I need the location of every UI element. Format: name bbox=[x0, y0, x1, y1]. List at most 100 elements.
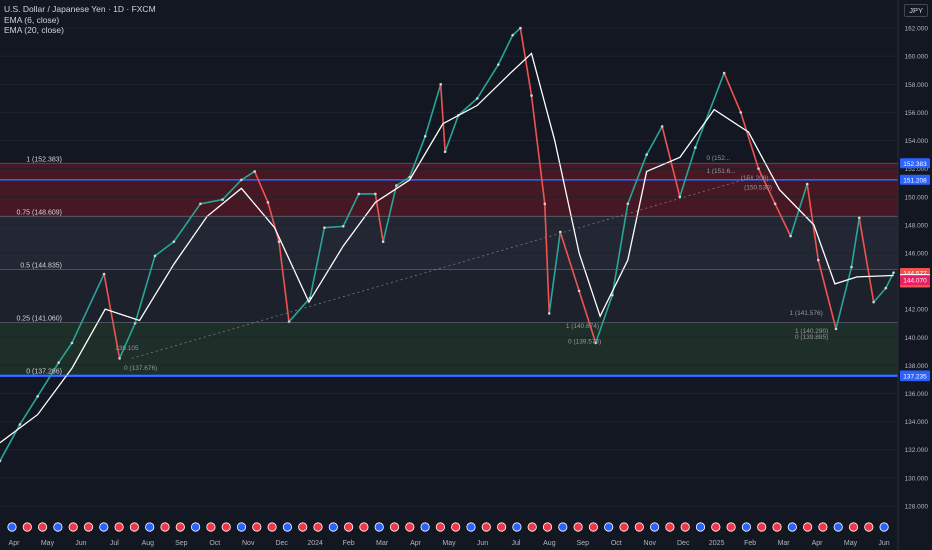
price-segment bbox=[342, 193, 360, 227]
event-icon[interactable] bbox=[558, 522, 568, 532]
event-icon[interactable] bbox=[573, 522, 583, 532]
event-icon[interactable] bbox=[236, 522, 247, 532]
event-icon[interactable] bbox=[695, 522, 706, 532]
event-icon[interactable] bbox=[359, 522, 369, 532]
event-icon[interactable] bbox=[7, 522, 17, 532]
event-icon[interactable] bbox=[496, 522, 507, 532]
x-tick-label: Nov bbox=[242, 540, 255, 547]
price-point bbox=[102, 272, 106, 276]
price-segment bbox=[723, 72, 742, 113]
annotation-label: (151.208) bbox=[741, 175, 769, 182]
event-icon[interactable] bbox=[160, 522, 170, 532]
price-badge-label: 137.235 bbox=[903, 374, 927, 381]
event-icon[interactable] bbox=[512, 522, 522, 532]
event-icon[interactable] bbox=[129, 522, 139, 532]
event-icon[interactable] bbox=[527, 522, 537, 532]
y-tick-label: 134.000 bbox=[905, 419, 929, 426]
y-tick-label: 128.000 bbox=[905, 503, 929, 510]
event-icon[interactable] bbox=[114, 522, 124, 532]
event-icon[interactable] bbox=[374, 522, 384, 532]
price-badge-bg bbox=[900, 158, 930, 169]
y-tick-label: 146.000 bbox=[905, 250, 929, 257]
event-icon[interactable] bbox=[619, 522, 629, 532]
x-tick-label: Aug bbox=[543, 540, 556, 547]
price-point bbox=[857, 216, 861, 220]
event-icon[interactable] bbox=[542, 522, 553, 532]
x-tick-label: Feb bbox=[744, 540, 756, 547]
chart-legend: U.S. Dollar / Japanese Yen · 1D · FXCM E… bbox=[4, 4, 156, 36]
event-icon[interactable] bbox=[145, 522, 155, 532]
currency-badge[interactable]: JPY bbox=[904, 4, 928, 17]
event-icon[interactable] bbox=[282, 522, 292, 532]
event-icon[interactable] bbox=[83, 522, 94, 532]
event-icon[interactable] bbox=[68, 522, 78, 532]
event-icon[interactable] bbox=[726, 522, 736, 532]
event-icon[interactable] bbox=[37, 522, 48, 532]
x-tick-label: Apr bbox=[9, 540, 21, 547]
event-icon[interactable] bbox=[787, 522, 797, 532]
x-tick-label: Jun bbox=[477, 540, 488, 547]
event-icon[interactable] bbox=[802, 522, 813, 532]
event-icon[interactable] bbox=[711, 522, 721, 532]
event-icon[interactable] bbox=[772, 522, 782, 532]
event-icon[interactable] bbox=[649, 522, 660, 532]
event-icon[interactable] bbox=[833, 522, 843, 532]
event-icon[interactable] bbox=[435, 522, 445, 532]
event-icon[interactable] bbox=[604, 522, 614, 532]
event-icon[interactable] bbox=[680, 522, 690, 532]
price-segment bbox=[858, 217, 875, 303]
event-icon[interactable] bbox=[588, 522, 599, 532]
event-icon[interactable] bbox=[175, 522, 185, 532]
annotation-label: 1 (141.576) bbox=[789, 310, 822, 317]
fib-label: 0 (137.286) bbox=[26, 368, 62, 375]
event-icon[interactable] bbox=[879, 522, 889, 532]
x-tick-label: Mar bbox=[376, 540, 389, 547]
event-icon[interactable] bbox=[757, 522, 767, 532]
x-tick-label: Apr bbox=[410, 540, 422, 547]
event-icon[interactable] bbox=[313, 522, 323, 532]
event-icon[interactable] bbox=[206, 522, 216, 532]
event-icon[interactable] bbox=[451, 522, 461, 532]
price-point bbox=[423, 135, 427, 138]
event-icon[interactable] bbox=[481, 522, 491, 532]
event-icon[interactable] bbox=[221, 522, 231, 532]
event-icon[interactable] bbox=[818, 522, 828, 532]
annotation-label: (150.530) bbox=[744, 185, 772, 192]
event-icon[interactable] bbox=[22, 522, 32, 532]
event-icon[interactable] bbox=[864, 522, 874, 532]
event-icon[interactable] bbox=[466, 522, 476, 532]
x-tick-label: May bbox=[844, 540, 858, 547]
price-segment bbox=[679, 147, 697, 197]
event-icon[interactable] bbox=[99, 522, 109, 532]
event-icon[interactable] bbox=[389, 522, 400, 532]
x-tick-label: Jul bbox=[511, 540, 520, 547]
price-point bbox=[892, 271, 895, 274]
y-tick-label: 154.000 bbox=[905, 138, 929, 145]
ema-line bbox=[0, 52, 894, 444]
event-icon[interactable] bbox=[328, 522, 338, 532]
event-icon[interactable] bbox=[298, 522, 308, 532]
event-icons[interactable] bbox=[7, 522, 889, 532]
event-icon[interactable] bbox=[634, 522, 644, 532]
event-icon[interactable] bbox=[405, 522, 415, 532]
event-icon[interactable] bbox=[343, 522, 354, 532]
annotation-label: 139.105 bbox=[115, 345, 139, 352]
event-icon[interactable] bbox=[53, 522, 63, 532]
event-icon[interactable] bbox=[848, 522, 859, 532]
fib-label: 0.5 (144.835) bbox=[20, 262, 62, 269]
price-point bbox=[678, 195, 682, 199]
event-icon[interactable] bbox=[267, 522, 277, 532]
price-segment bbox=[611, 203, 629, 296]
event-icon[interactable] bbox=[741, 522, 752, 532]
event-icon[interactable] bbox=[252, 522, 262, 532]
x-axis: Apr May Jun Jul Aug Sep Oct Nov Dec 2024 Feb Mar Apr… bbox=[9, 540, 890, 547]
event-icon[interactable] bbox=[420, 522, 430, 532]
x-tick-label: Mar bbox=[778, 540, 791, 547]
event-icon[interactable] bbox=[191, 522, 201, 532]
price-point bbox=[36, 395, 39, 398]
price-segment bbox=[694, 72, 725, 148]
price-segment bbox=[835, 266, 853, 330]
event-icon[interactable] bbox=[665, 522, 675, 532]
fib-label: 1 (152.383) bbox=[26, 156, 62, 163]
